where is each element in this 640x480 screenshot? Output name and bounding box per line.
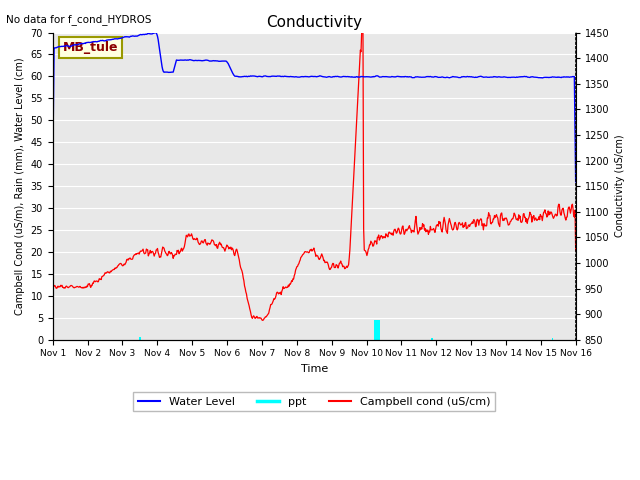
Bar [375, 320, 376, 340]
Bar [379, 320, 380, 340]
Bar [374, 320, 375, 340]
Bar [378, 320, 379, 340]
X-axis label: Time: Time [301, 364, 328, 374]
Text: No data for f_cond_HYDROS: No data for f_cond_HYDROS [6, 14, 152, 25]
Bar [376, 320, 377, 340]
Bar [140, 337, 141, 340]
Y-axis label: Campbell Cond (uS/m), Rain (mm), Water Level (cm): Campbell Cond (uS/m), Rain (mm), Water L… [15, 57, 25, 315]
Y-axis label: Conductivity (uS/cm): Conductivity (uS/cm) [615, 135, 625, 238]
Bar [431, 337, 432, 340]
Text: MB_tule: MB_tule [63, 41, 119, 54]
Bar [377, 320, 378, 340]
Legend: Water Level, ppt, Campbell cond (uS/cm): Water Level, ppt, Campbell cond (uS/cm) [134, 392, 495, 411]
Title: Conductivity: Conductivity [266, 15, 362, 30]
Bar [432, 337, 433, 340]
Bar [552, 338, 553, 340]
